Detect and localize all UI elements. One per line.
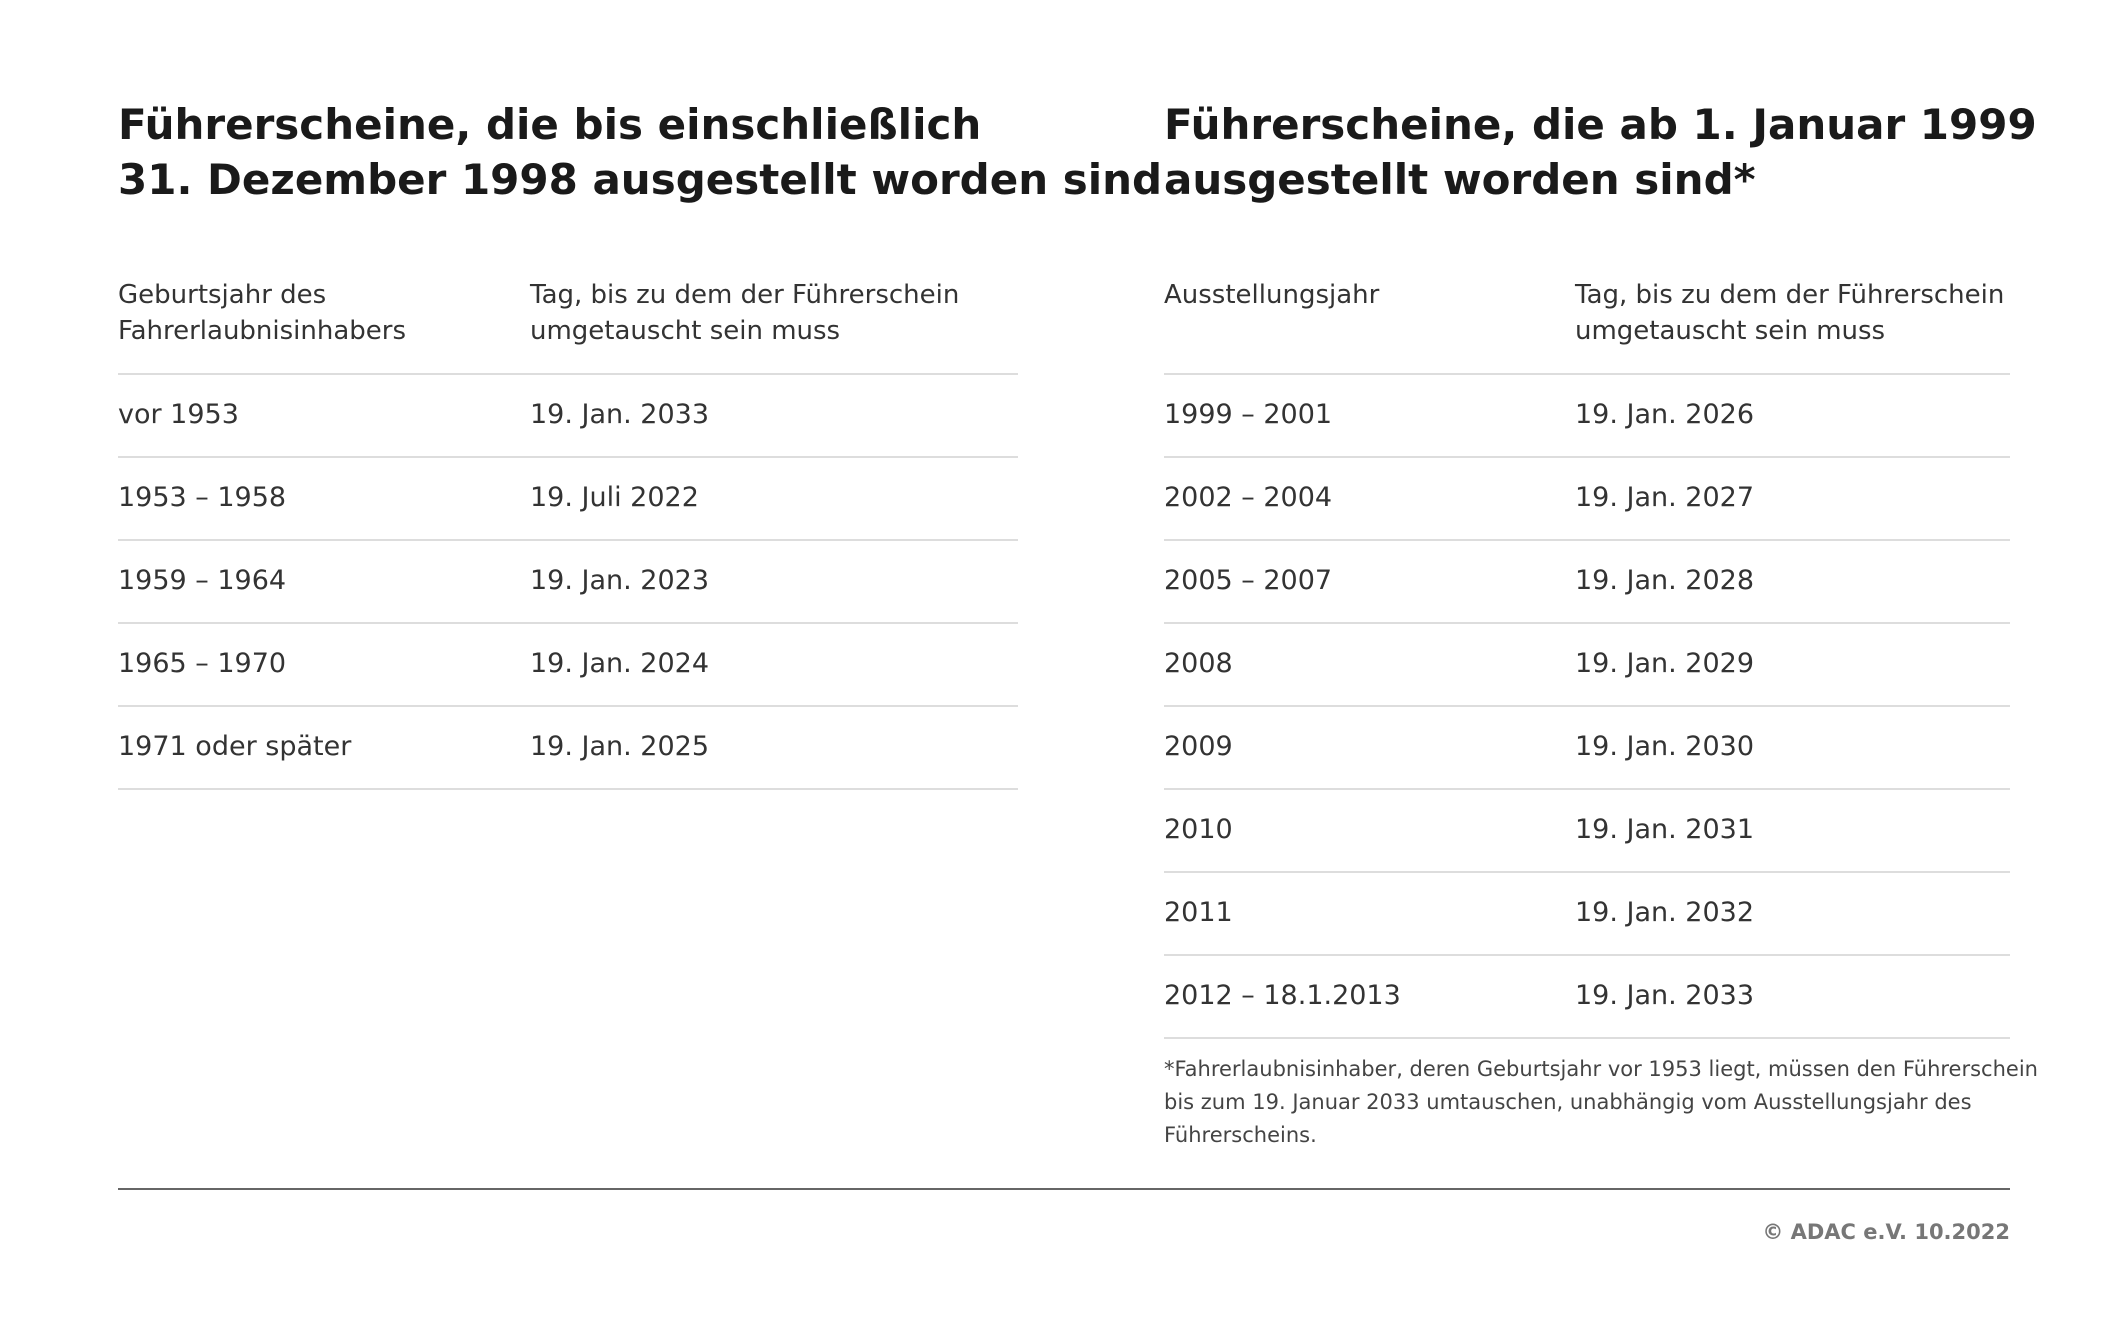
table-cell: 2011 bbox=[1164, 897, 1233, 928]
table-cell: 19. Jan. 2023 bbox=[530, 565, 710, 596]
row-rule bbox=[1164, 954, 2010, 956]
table-title: Führerscheine, die bis einschließlich bbox=[118, 100, 982, 149]
footnote: bis zum 19. Januar 2033 umtauschen, unab… bbox=[1164, 1090, 1972, 1114]
column-header: umgetauscht sein muss bbox=[1575, 316, 1886, 346]
table-cell: 19. Jan. 2027 bbox=[1575, 482, 1755, 513]
table-cell: 19. Jan. 2030 bbox=[1575, 731, 1755, 762]
table-cell: 1953 – 1958 bbox=[118, 482, 287, 513]
table-title: ausgestellt worden sind* bbox=[1164, 155, 1756, 204]
bottom-rule bbox=[118, 1188, 2010, 1190]
row-rule bbox=[118, 788, 1018, 790]
table-cell: 1965 – 1970 bbox=[118, 648, 287, 679]
table-cell: 19. Juli 2022 bbox=[530, 482, 699, 513]
table-cell: 19. Jan. 2025 bbox=[530, 731, 710, 762]
table-cell: vor 1953 bbox=[118, 399, 239, 430]
table-cell: 2005 – 2007 bbox=[1164, 565, 1333, 596]
table-cell: 19. Jan. 2033 bbox=[530, 399, 710, 430]
row-rule bbox=[118, 622, 1018, 624]
column-header: umgetauscht sein muss bbox=[530, 316, 841, 346]
table-cell: 2008 bbox=[1164, 648, 1233, 679]
table-cell: 19. Jan. 2033 bbox=[1575, 980, 1755, 1011]
row-rule bbox=[1164, 705, 2010, 707]
table-cell: 19. Jan. 2031 bbox=[1575, 814, 1755, 845]
footnote: Führerscheins. bbox=[1164, 1123, 1317, 1147]
column-header: Tag, bis zu dem der Führerschein bbox=[1575, 280, 2005, 310]
table-cell: 2009 bbox=[1164, 731, 1233, 762]
column-header: Tag, bis zu dem der Führerschein bbox=[530, 280, 960, 310]
table-cell: 19. Jan. 2028 bbox=[1575, 565, 1755, 596]
row-rule bbox=[1164, 456, 2010, 458]
table-cell: 19. Jan. 2026 bbox=[1575, 399, 1755, 430]
table-cell: 1999 – 2001 bbox=[1164, 399, 1333, 430]
row-rule bbox=[118, 539, 1018, 541]
table-cell: 19. Jan. 2029 bbox=[1575, 648, 1755, 679]
table-cell: 19. Jan. 2032 bbox=[1575, 897, 1755, 928]
row-rule bbox=[1164, 788, 2010, 790]
row-rule bbox=[1164, 871, 2010, 873]
copyright: © ADAC e.V. 10.2022 bbox=[1762, 1220, 2010, 1244]
row-rule bbox=[118, 705, 1018, 707]
column-header: Fahrerlaubnisinhabers bbox=[118, 316, 407, 346]
table-cell: 19. Jan. 2024 bbox=[530, 648, 710, 679]
row-rule bbox=[118, 373, 1018, 375]
table-cell: 2012 – 18.1.2013 bbox=[1164, 980, 1401, 1011]
column-header: Ausstellungsjahr bbox=[1164, 280, 1380, 310]
footnote: *Fahrerlaubnisinhaber, deren Geburtsjahr… bbox=[1164, 1057, 2038, 1081]
table-title: Führerscheine, die ab 1. Januar 1999 bbox=[1164, 100, 2037, 149]
row-rule bbox=[118, 456, 1018, 458]
table-cell: 1959 – 1964 bbox=[118, 565, 287, 596]
row-rule bbox=[1164, 1037, 2010, 1039]
table-cell: 1971 oder später bbox=[118, 731, 352, 762]
row-rule bbox=[1164, 373, 2010, 375]
table-cell: 2010 bbox=[1164, 814, 1233, 845]
column-header: Geburtsjahr des bbox=[118, 280, 327, 310]
table-title: 31. Dezember 1998 ausgestellt worden sin… bbox=[118, 155, 1163, 204]
table-cell: 2002 – 2004 bbox=[1164, 482, 1333, 513]
row-rule bbox=[1164, 622, 2010, 624]
row-rule bbox=[1164, 539, 2010, 541]
